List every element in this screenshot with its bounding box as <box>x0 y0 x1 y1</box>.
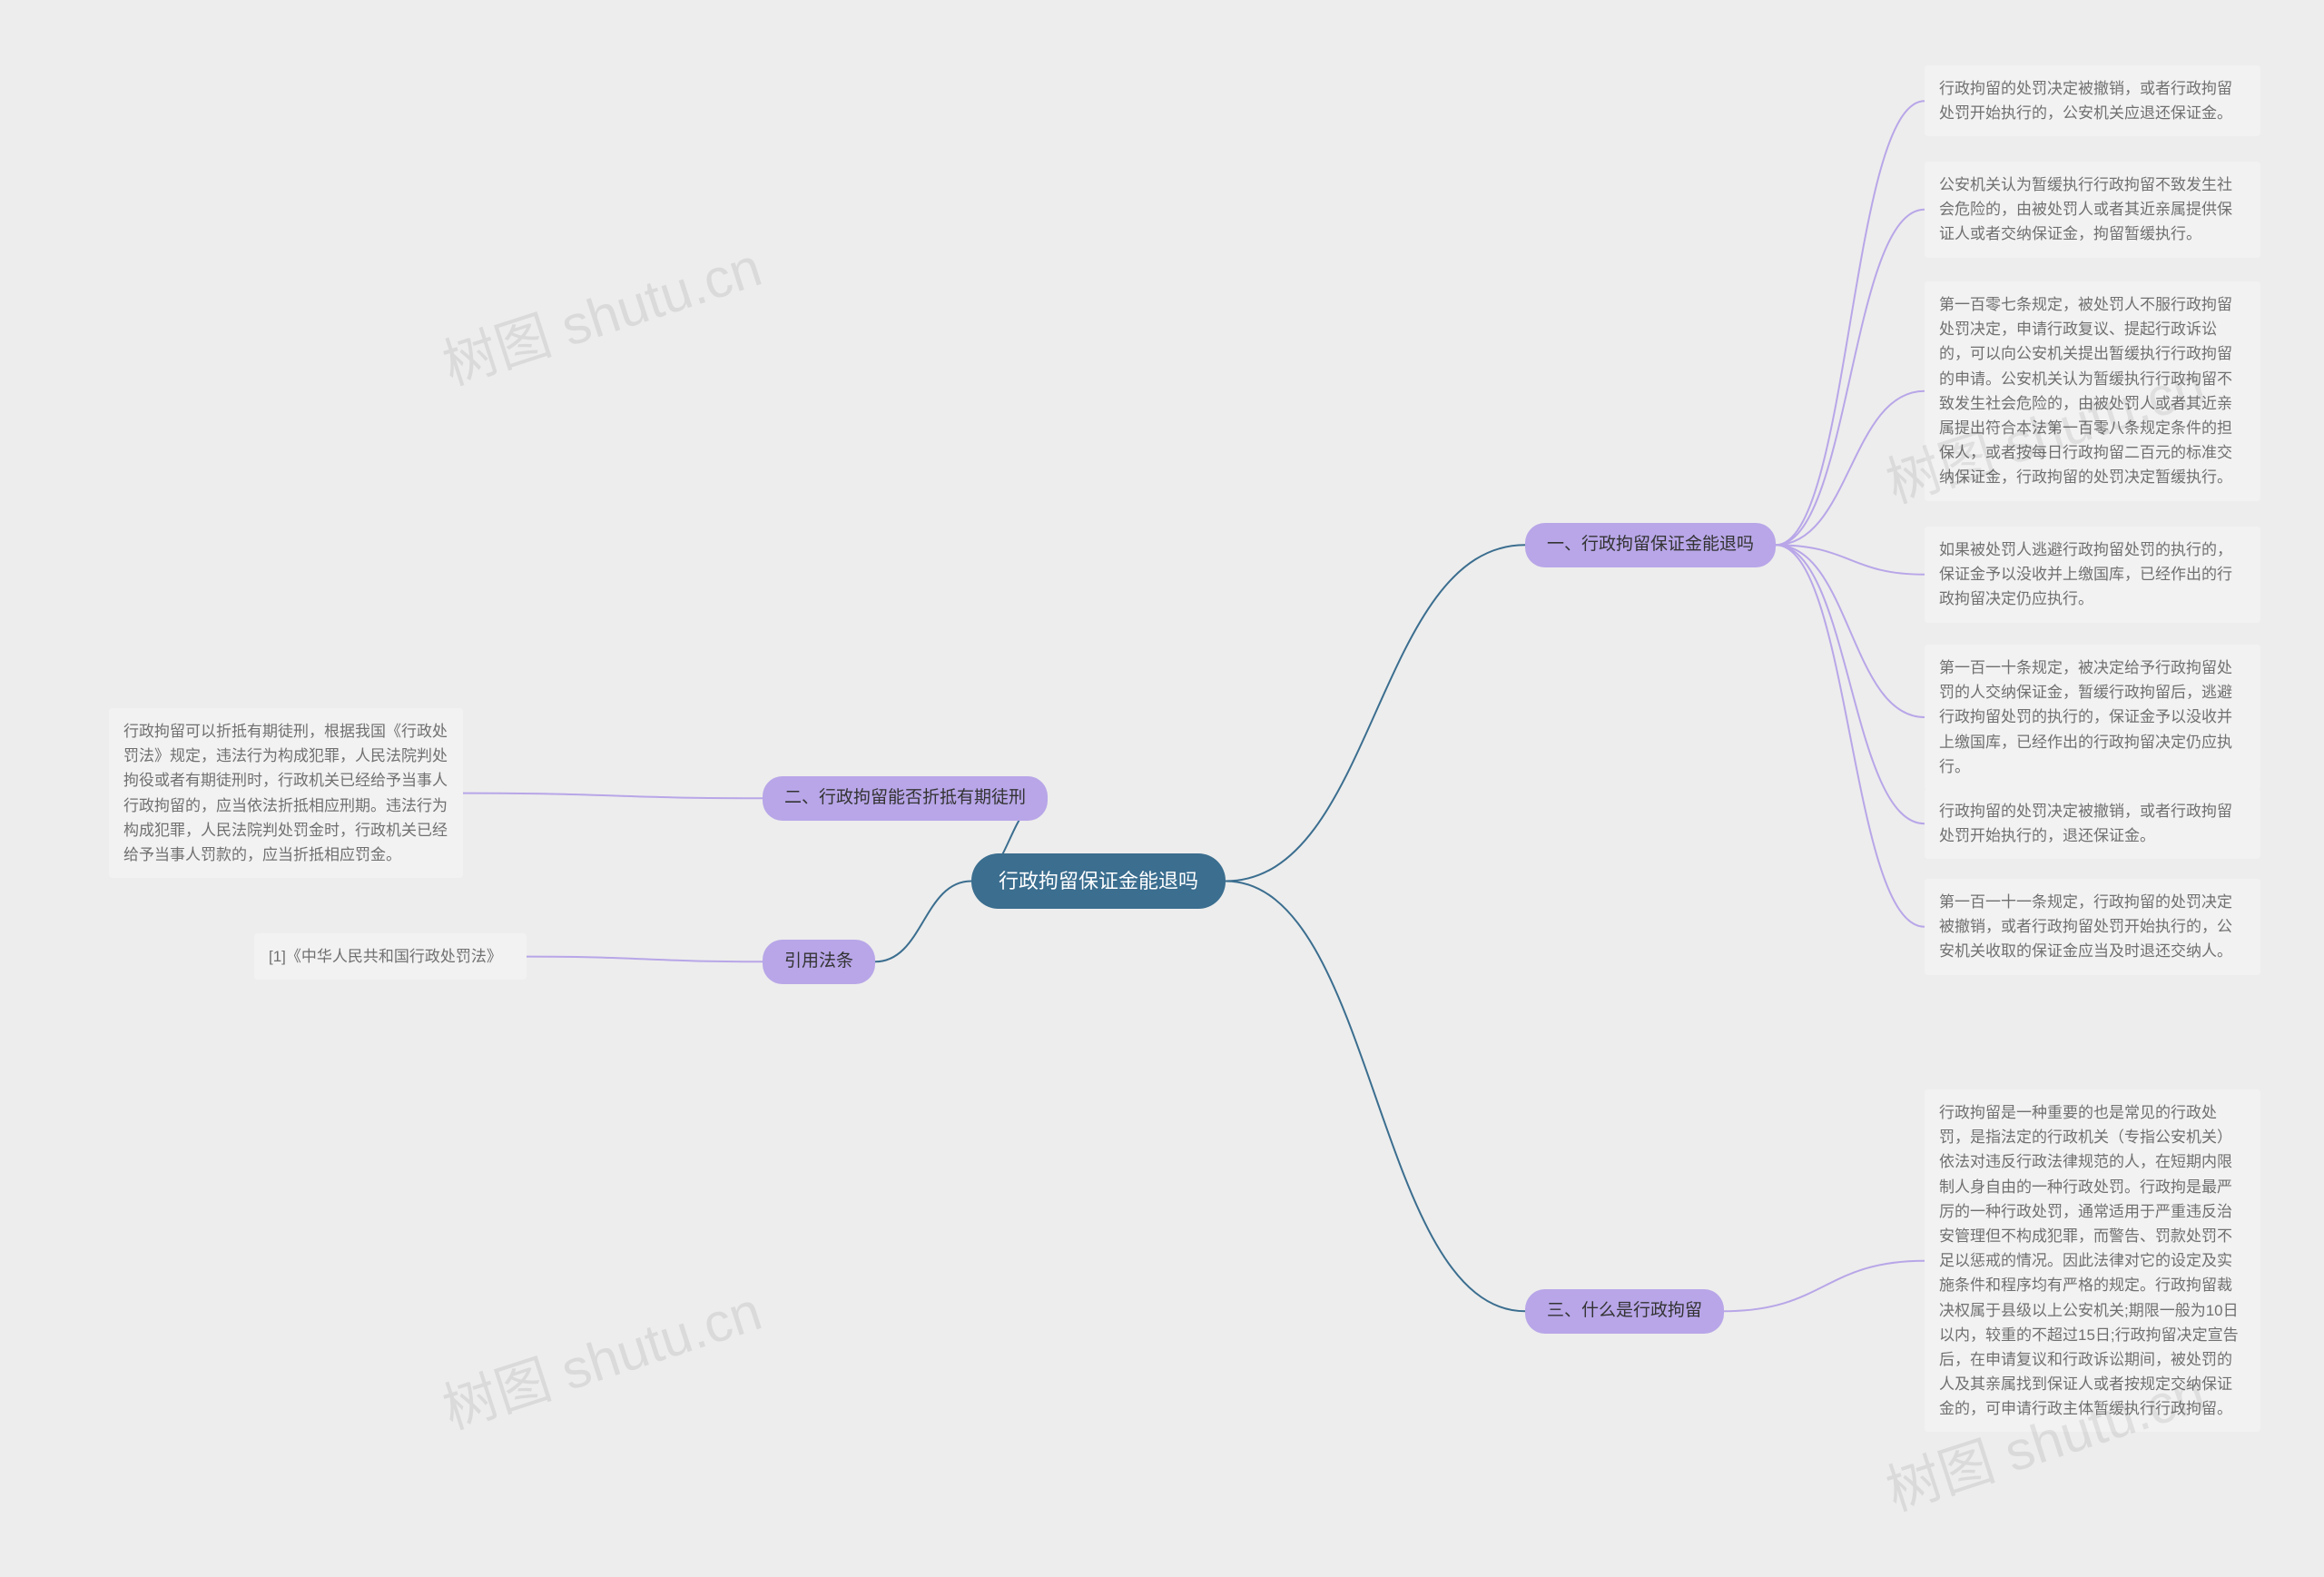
leaf-b1-5: 第一百一十条规定，被决定给予行政拘留处罚的人交纳保证金，暂缓行政拘留后，逃避行政… <box>1925 645 2260 790</box>
leaf-b1-7: 第一百一十一条规定，行政拘留的处罚决定被撤销，或者行政拘留处罚开始执行的，公安机… <box>1925 879 2260 975</box>
center-label: 行政拘留保证金能退吗 <box>999 866 1198 896</box>
branch-3[interactable]: 三、什么是行政拘留 <box>1525 1289 1724 1334</box>
branch-2-label: 二、行政拘留能否折抵有期徒刑 <box>784 785 1026 812</box>
branch-2[interactable]: 二、行政拘留能否折抵有期徒刑 <box>763 776 1048 821</box>
branch-1-label: 一、行政拘留保证金能退吗 <box>1547 532 1754 558</box>
leaf-b1-2: 公安机关认为暂缓执行行政拘留不致发生社会危险的，由被处罚人或者其近亲属提供保证人… <box>1925 162 2260 258</box>
leaf-b4-1: [1]《中华人民共和国行政处罚法》 <box>254 933 527 980</box>
watermark: 树图 shutu.cn <box>431 1267 770 1444</box>
center-node[interactable]: 行政拘留保证金能退吗 <box>971 853 1226 909</box>
leaf-b1-1: 行政拘留的处罚决定被撤销，或者行政拘留处罚开始执行的，公安机关应退还保证金。 <box>1925 65 2260 136</box>
branch-1[interactable]: 一、行政拘留保证金能退吗 <box>1525 523 1776 567</box>
leaf-b1-4: 如果被处罚人逃避行政拘留处罚的执行的，保证金予以没收并上缴国库，已经作出的行政拘… <box>1925 527 2260 623</box>
branch-4-label: 引用法条 <box>784 949 853 975</box>
watermark: 树图 shutu.cn <box>431 223 770 400</box>
leaf-b1-3: 第一百零七条规定，被处罚人不服行政拘留处罚决定，申请行政复议、提起行政诉讼的，可… <box>1925 281 2260 501</box>
leaf-b1-6: 行政拘留的处罚决定被撤销，或者行政拘留处罚开始执行的，退还保证金。 <box>1925 788 2260 859</box>
leaf-b3-1: 行政拘留是一种重要的也是常见的行政处罚，是指法定的行政机关（专指公安机关）依法对… <box>1925 1089 2260 1432</box>
branch-4[interactable]: 引用法条 <box>763 940 875 984</box>
branch-3-label: 三、什么是行政拘留 <box>1547 1298 1702 1325</box>
leaf-b2-1: 行政拘留可以折抵有期徒刑，根据我国《行政处罚法》规定，违法行为构成犯罪，人民法院… <box>109 708 463 878</box>
